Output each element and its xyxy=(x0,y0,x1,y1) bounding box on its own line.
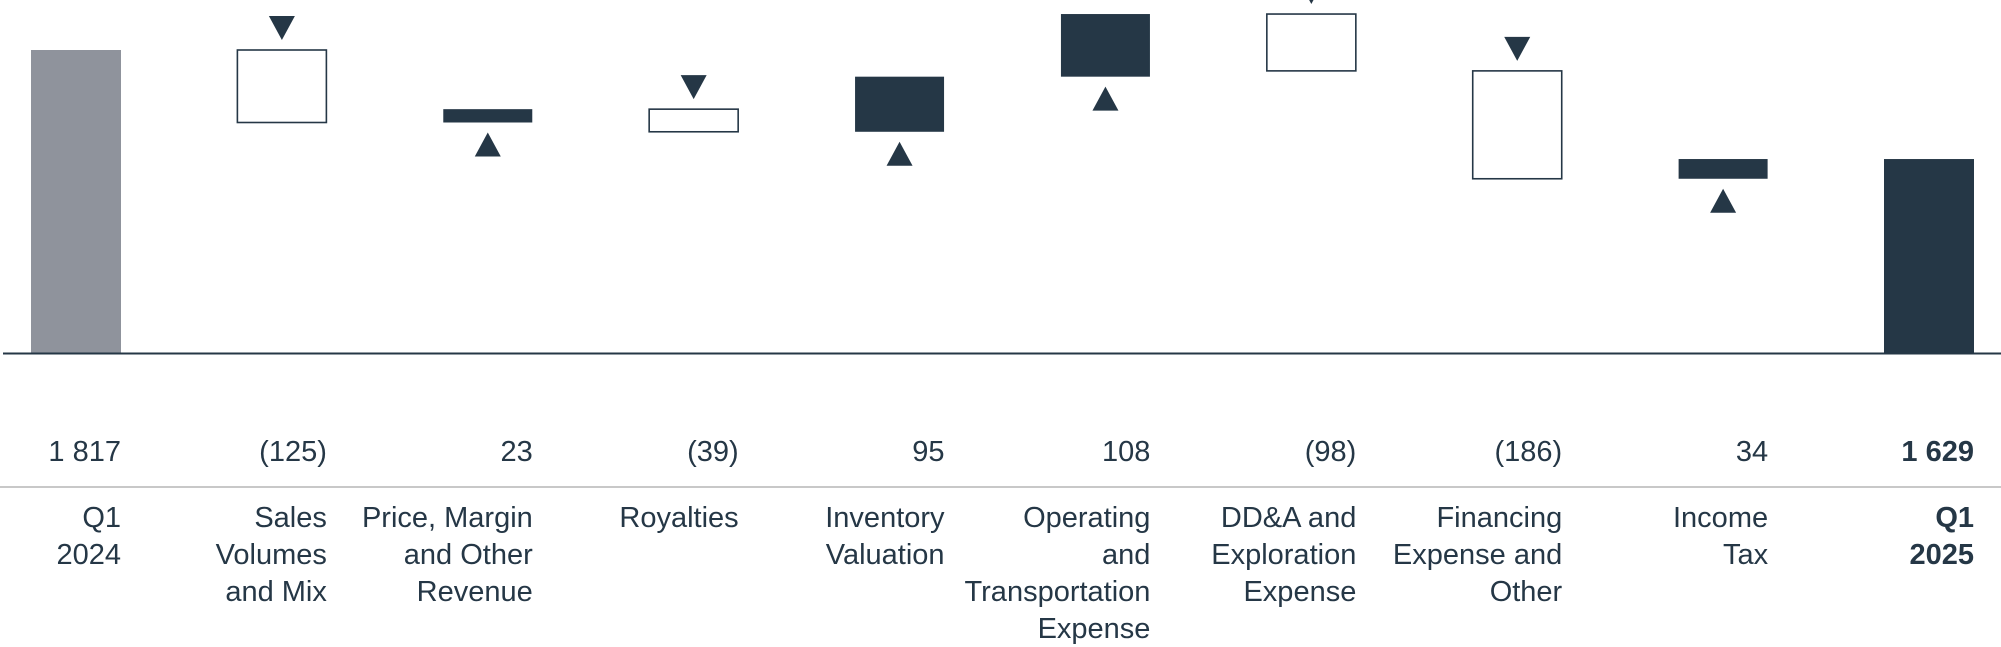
category-label-line: Price, Margin xyxy=(362,502,533,534)
value-label-4: 95 xyxy=(912,436,944,468)
total-bar-0 xyxy=(31,50,121,353)
triangle-down-icon xyxy=(680,75,707,100)
triangle-up-icon xyxy=(1092,86,1119,111)
triangle-down-icon xyxy=(268,16,295,40)
category-label-line: Expense xyxy=(1243,576,1356,608)
category-label-line: Expense xyxy=(1038,613,1151,645)
value-label-2: 23 xyxy=(501,436,533,468)
category-label-0: Q1 2024 xyxy=(56,502,121,571)
bars-layer xyxy=(31,0,1974,353)
category-label-5: Operating and Transportation Expense xyxy=(965,502,1151,645)
category-label-line: Exploration xyxy=(1211,539,1356,571)
triangle-down-icon xyxy=(1309,0,1314,5)
value-label-3: (39) xyxy=(687,436,739,468)
triangle-up-icon xyxy=(1710,188,1737,213)
increase-bar-2 xyxy=(443,109,533,123)
value-labels-layer: 1 817 (125) 23 (39) 95 108 (98) (186) 34 1 629 xyxy=(48,436,1974,468)
category-label-1: Sales Volumes and Mix xyxy=(216,502,328,608)
decrease-bar-6 xyxy=(1266,13,1357,72)
category-label-line: Royalties xyxy=(619,502,738,534)
category-label-line: 2024 xyxy=(56,539,121,571)
value-label-8: 34 xyxy=(1736,436,1768,468)
value-label-1: (125) xyxy=(259,436,327,468)
value-label-6: (98) xyxy=(1305,436,1357,468)
triangle-up-icon xyxy=(474,132,501,157)
category-label-line: Tax xyxy=(1723,539,1769,571)
category-label-line: Valuation xyxy=(826,539,945,571)
category-label-line: Q1 xyxy=(1935,502,1974,534)
increase-bar-8 xyxy=(1678,159,1768,179)
category-label-line: Volumes xyxy=(216,539,327,571)
category-label-line: Inventory xyxy=(825,502,945,534)
category-label-line: Sales xyxy=(254,502,327,534)
category-label-line: DD&A and xyxy=(1221,502,1356,534)
category-label-8: Income Tax xyxy=(1673,502,1769,571)
category-label-9: Q1 2025 xyxy=(1909,502,1974,571)
value-label-9: 1 629 xyxy=(1901,436,1974,468)
triangle-down-icon xyxy=(1504,36,1531,61)
total-bar-9 xyxy=(1884,159,1974,353)
category-label-line: and xyxy=(1102,539,1150,571)
value-label-7: (186) xyxy=(1495,436,1563,468)
value-label-0: 1 817 xyxy=(48,436,121,468)
category-label-4: Inventory Valuation xyxy=(825,502,945,571)
category-label-line: 2025 xyxy=(1909,539,1974,571)
category-label-3: Royalties xyxy=(619,502,738,534)
category-label-line: and Other xyxy=(404,539,533,571)
decrease-bar-3 xyxy=(648,108,739,133)
category-label-line: Income xyxy=(1673,502,1768,534)
category-label-2: Price, Margin and Other Revenue xyxy=(362,502,533,608)
category-label-line: and Mix xyxy=(225,576,327,608)
category-label-line: Expense and xyxy=(1393,539,1562,571)
category-labels-layer: Q1 2024 Sales Volumes and Mix Price, Margin an… xyxy=(56,502,1974,645)
increase-bar-5 xyxy=(1060,14,1150,77)
category-label-line: Revenue xyxy=(417,576,533,608)
category-label-line: Transportation xyxy=(965,576,1151,608)
decrease-bar-1 xyxy=(236,49,328,124)
triangle-up-icon xyxy=(886,141,913,166)
category-label-line: Financing xyxy=(1436,502,1562,534)
decrease-bar-7 xyxy=(1471,70,1563,180)
category-label-line: Other xyxy=(1490,576,1563,608)
category-label-line: Operating xyxy=(1023,502,1150,534)
category-label-7: Financing Expense and Other xyxy=(1393,502,1563,608)
category-label-6: DD&A and Exploration Expense xyxy=(1211,502,1356,608)
value-label-5: 108 xyxy=(1102,436,1150,468)
increase-bar-4 xyxy=(855,76,945,132)
category-label-line: Q1 xyxy=(82,502,121,534)
